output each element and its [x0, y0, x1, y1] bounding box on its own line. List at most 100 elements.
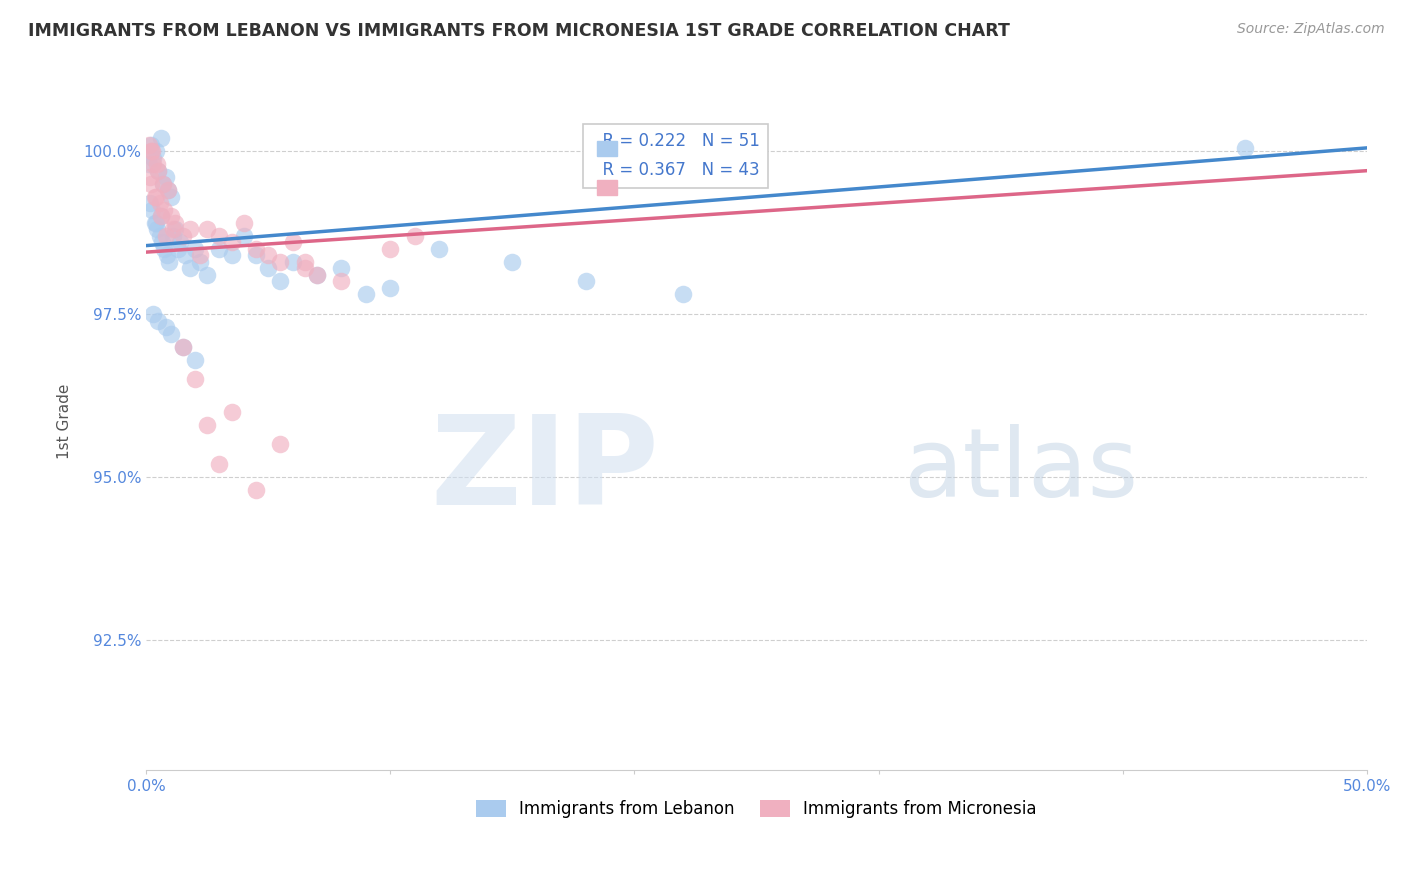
Point — [157, 183, 180, 197]
FancyBboxPatch shape — [596, 179, 617, 195]
Point — [142, 151, 165, 165]
Point — [143, 190, 166, 204]
Point — [165, 222, 187, 236]
Point — [195, 222, 218, 236]
Point — [138, 137, 160, 152]
Point — [179, 261, 201, 276]
Point — [330, 261, 353, 276]
Point — [281, 255, 304, 269]
Point — [174, 248, 197, 262]
Point — [149, 209, 172, 223]
Point — [145, 216, 167, 230]
Point — [208, 228, 231, 243]
Text: R = 0.222   N = 51
  R = 0.367   N = 43: R = 0.222 N = 51 R = 0.367 N = 43 — [592, 132, 759, 179]
Point — [159, 190, 181, 204]
Point — [330, 275, 353, 289]
Point — [245, 483, 267, 497]
Point — [257, 248, 280, 262]
Point — [188, 248, 211, 262]
Point — [1233, 141, 1256, 155]
Point — [172, 340, 194, 354]
Point — [162, 222, 184, 236]
Point — [354, 287, 377, 301]
Text: IMMIGRANTS FROM LEBANON VS IMMIGRANTS FROM MICRONESIA 1ST GRADE CORRELATION CHAR: IMMIGRANTS FROM LEBANON VS IMMIGRANTS FR… — [28, 22, 1010, 40]
Point — [380, 242, 402, 256]
Point — [245, 242, 267, 256]
Text: atlas: atlas — [903, 424, 1137, 516]
Point — [195, 417, 218, 432]
Point — [157, 255, 180, 269]
Point — [139, 170, 162, 185]
Point — [221, 248, 243, 262]
Point — [404, 228, 426, 243]
Point — [188, 255, 211, 269]
Legend: Immigrants from Lebanon, Immigrants from Micronesia: Immigrants from Lebanon, Immigrants from… — [470, 793, 1043, 824]
Point — [208, 457, 231, 471]
Point — [269, 275, 291, 289]
Point — [145, 144, 167, 158]
Point — [155, 320, 177, 334]
Point — [148, 163, 170, 178]
Y-axis label: 1st Grade: 1st Grade — [58, 384, 72, 459]
Point — [141, 144, 163, 158]
Point — [162, 228, 184, 243]
Point — [184, 352, 207, 367]
Point — [208, 242, 231, 256]
Point — [427, 242, 450, 256]
Point — [245, 248, 267, 262]
Point — [139, 137, 162, 152]
Point — [139, 177, 162, 191]
Point — [672, 287, 695, 301]
Point — [148, 196, 170, 211]
Point — [305, 268, 328, 282]
Point — [152, 177, 174, 191]
Point — [574, 275, 596, 289]
Point — [153, 242, 176, 256]
Point — [221, 405, 243, 419]
Point — [146, 157, 169, 171]
Point — [149, 209, 172, 223]
Point — [152, 177, 174, 191]
Point — [501, 255, 523, 269]
Point — [145, 190, 167, 204]
Point — [165, 216, 187, 230]
Point — [146, 222, 169, 236]
Point — [157, 183, 180, 197]
Point — [281, 235, 304, 250]
Point — [155, 228, 177, 243]
Point — [138, 157, 160, 171]
FancyBboxPatch shape — [596, 141, 617, 156]
Point — [305, 268, 328, 282]
Point — [141, 202, 163, 217]
Point — [153, 202, 176, 217]
Point — [232, 228, 254, 243]
Point — [159, 326, 181, 341]
Point — [172, 340, 194, 354]
Point — [142, 157, 165, 171]
Point — [172, 228, 194, 243]
Point — [294, 261, 316, 276]
Point — [143, 216, 166, 230]
Point — [257, 261, 280, 276]
Point — [195, 268, 218, 282]
Point — [149, 131, 172, 145]
Point — [232, 216, 254, 230]
Point — [269, 437, 291, 451]
Point — [159, 209, 181, 223]
Point — [380, 281, 402, 295]
Point — [269, 255, 291, 269]
Point — [167, 242, 190, 256]
Point — [139, 144, 162, 158]
Point — [294, 255, 316, 269]
Text: ZIP: ZIP — [430, 409, 659, 531]
Point — [184, 372, 207, 386]
Point — [156, 248, 179, 262]
Point — [148, 228, 170, 243]
Point — [184, 242, 207, 256]
Point — [155, 170, 177, 185]
Point — [148, 313, 170, 327]
Text: Source: ZipAtlas.com: Source: ZipAtlas.com — [1237, 22, 1385, 37]
Point — [142, 307, 165, 321]
Point — [139, 196, 162, 211]
Point — [148, 163, 170, 178]
